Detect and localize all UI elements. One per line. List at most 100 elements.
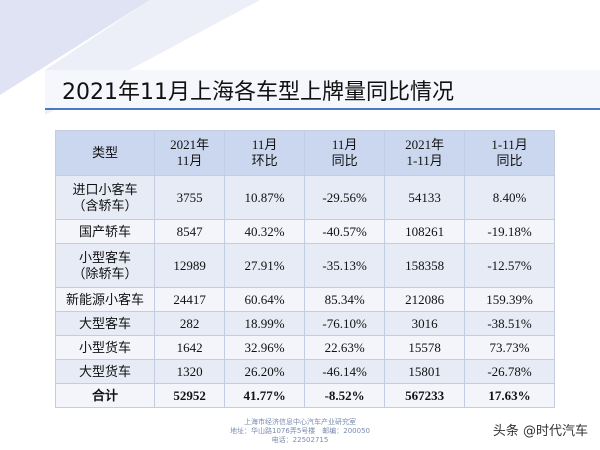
value-cell: -38.51% — [464, 311, 555, 336]
value-cell: -8.52% — [304, 383, 386, 408]
value-cell: 15578 — [384, 335, 466, 360]
value-cell: 40.32% — [224, 219, 306, 244]
cell-line: 合计 — [92, 387, 119, 403]
value-cell: -76.10% — [304, 311, 386, 336]
cell-text: 22.63% — [324, 339, 365, 355]
value-cell: 22.63% — [304, 335, 386, 360]
value-cell: 17.63% — [464, 383, 555, 408]
type-cell: 新能源小客车 — [54, 287, 156, 312]
table-row: 大型货车 1320 26.20% -46.14% 15801 -26.78% — [54, 359, 555, 384]
value-cell: 8547 — [154, 219, 226, 244]
title: 2021年11月上海各车型上牌量同比情况 — [62, 80, 454, 105]
cell-text: 3755 — [176, 189, 203, 205]
cell-text: 27.91% — [244, 257, 285, 273]
cell-line: 新能源小客车 — [66, 291, 145, 307]
value-cell: 3755 — [154, 175, 226, 220]
cell-line: 小型货车 — [79, 339, 132, 355]
header-cell: 2021年 11月 — [154, 130, 226, 176]
cell-text: -35.13% — [322, 257, 367, 273]
cell-line: 小型客车 — [79, 249, 132, 265]
value-cell: 85.34% — [304, 287, 386, 312]
cell-text: 158358 — [405, 257, 445, 273]
cell-line: （除轿车） — [72, 265, 138, 281]
value-cell: 8.40% — [464, 175, 555, 220]
value-cell: 15801 — [384, 359, 466, 384]
type-cell: 大型客车 — [54, 311, 156, 336]
cell-text: 40.32% — [244, 223, 285, 239]
header-row: 类型 2021年 11月 11月 环比 11月 同比 2021年 1-11月 1-11月 同比 — [54, 130, 555, 176]
value-cell: 54133 — [384, 175, 466, 220]
cell-line: 1-11月 — [491, 137, 528, 152]
corner-shape — [0, 0, 150, 95]
cell-text: 85.34% — [324, 291, 365, 307]
type-cell: 小型客车 （除轿车） — [54, 243, 156, 288]
value-cell: 10.87% — [224, 175, 306, 220]
cell-text: 41.77% — [243, 387, 286, 403]
cell-text: -12.57% — [487, 257, 532, 273]
cell-line: 同比 — [331, 153, 358, 168]
table-row: 小型货车 1642 32.96% 22.63% 15578 73.73% — [54, 335, 555, 360]
cell-text: 26.20% — [244, 363, 285, 379]
value-cell: 158358 — [384, 243, 466, 288]
cell-line: （含轿车） — [72, 197, 138, 213]
table-row: 小型客车 （除轿车） 12989 27.91% -35.13% 158358 -12.57% — [54, 243, 555, 288]
table: 类型 2021年 11月 11月 环比 11月 同比 2021年 1-11月 1-11月 同比 进口小… — [54, 130, 555, 408]
watermark: 头条 @时代汽车 — [492, 424, 588, 439]
cell-text: 567233 — [405, 387, 445, 403]
cell-text: 60.64% — [244, 291, 285, 307]
value-cell: 60.64% — [224, 287, 306, 312]
cell-text: 12989 — [173, 257, 206, 273]
type-cell: 小型货车 — [54, 335, 156, 360]
cell-line: 2021年 — [170, 137, 210, 152]
type-cell: 大型货车 — [54, 359, 156, 384]
value-cell: 52952 — [154, 383, 226, 408]
table-row: 合计 52952 41.77% -8.52% 567233 17.63% — [54, 383, 555, 408]
cell-line: 进口小客车 — [72, 181, 138, 197]
value-cell: -26.78% — [464, 359, 555, 384]
cell-text: -8.52% — [324, 387, 365, 403]
value-cell: 32.96% — [224, 335, 306, 360]
cell-text: 108261 — [405, 223, 445, 239]
cell-text: 18.99% — [244, 315, 285, 331]
value-cell: 212086 — [384, 287, 466, 312]
value-cell: 1320 — [154, 359, 226, 384]
cell-line: 同比 — [496, 153, 523, 168]
cell-text: 32.96% — [244, 339, 285, 355]
cell-text: 54133 — [408, 189, 441, 205]
footer-line: 上海市经济信息中心汽车产业研究室 — [244, 418, 356, 426]
cell-line: 1-11月 — [406, 153, 443, 168]
value-cell: -19.18% — [464, 219, 555, 244]
cell-line: 类型 — [92, 145, 119, 160]
value-cell: 18.99% — [224, 311, 306, 336]
cell-text: -40.57% — [322, 223, 367, 239]
cell-text: -29.56% — [322, 189, 367, 205]
cell-text: -26.78% — [487, 363, 532, 379]
footer-line: 地址：华山路1076弄5号楼 邮编：200050 — [230, 427, 370, 435]
table-row: 新能源小客车 24417 60.64% 85.34% 212086 159.39% — [54, 287, 555, 312]
cell-text: 15801 — [408, 363, 441, 379]
cell-line: 11月 — [251, 137, 278, 152]
cell-line: 大型客车 — [79, 315, 132, 331]
value-cell: -46.14% — [304, 359, 386, 384]
type-cell: 合计 — [54, 383, 156, 408]
cell-text: 1320 — [176, 363, 203, 379]
cell-text: 3016 — [411, 315, 438, 331]
cell-text: -19.18% — [487, 223, 532, 239]
cell-line: 11月 — [176, 153, 203, 168]
cell-text: 212086 — [405, 291, 445, 307]
value-cell: 3016 — [384, 311, 466, 336]
table-row: 大型客车 282 18.99% -76.10% 3016 -38.51% — [54, 311, 555, 336]
value-cell: -12.57% — [464, 243, 555, 288]
cell-text: -38.51% — [487, 315, 532, 331]
value-cell: 73.73% — [464, 335, 555, 360]
value-cell: -29.56% — [304, 175, 386, 220]
value-cell: 567233 — [384, 383, 466, 408]
cell-text: 73.73% — [489, 339, 530, 355]
cell-line: 环比 — [251, 153, 278, 168]
value-cell: 26.20% — [224, 359, 306, 384]
cell-text: 17.63% — [488, 387, 531, 403]
header-cell: 11月 同比 — [304, 130, 386, 176]
cell-text: -76.10% — [322, 315, 367, 331]
value-cell: 24417 — [154, 287, 226, 312]
